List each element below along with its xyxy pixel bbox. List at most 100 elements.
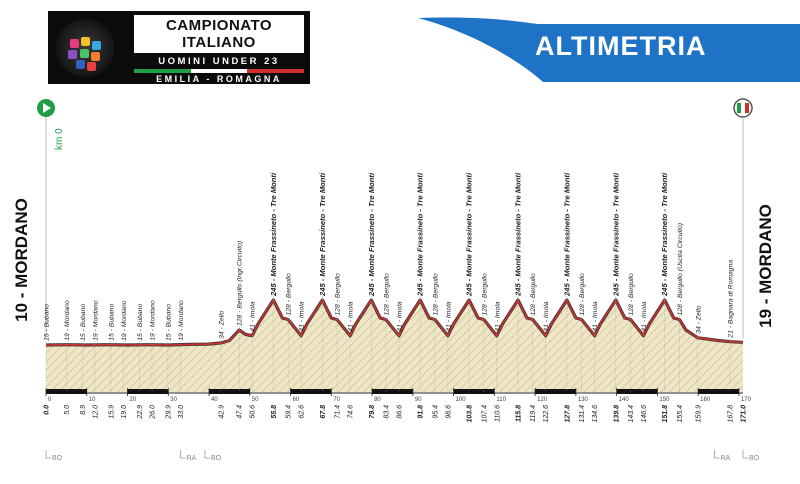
waypoint-km-label: 103.8: [467, 405, 474, 423]
waypoint-label: 245 - Monte Frassineto - Tre Monti: [269, 172, 278, 297]
km-scale-segment: [127, 389, 169, 394]
km-tick-label: 10: [89, 397, 96, 403]
start-icon: [37, 99, 55, 338]
waypoint-km-label: 22.9: [137, 405, 144, 420]
waypoint-label: 41 - Imola: [397, 301, 404, 331]
transit-marker: [742, 450, 748, 459]
logo-line3: UOMINI UNDER 23: [158, 56, 280, 67]
title-banner: [418, 17, 800, 83]
km-scale-segment: [616, 389, 658, 394]
waypoint-km-label: 143.4: [628, 405, 635, 423]
waypoint-label: 19 - Mordano: [150, 300, 157, 341]
waypoint-label: 245 - Monte Frassineto - Tre Monti: [514, 172, 523, 297]
km-tick-label: 160: [700, 397, 711, 403]
waypoint-label: 128 - Bergullo (Uscita Circuito): [677, 223, 684, 316]
waypoint-label: 128 - Bergullo: [335, 273, 342, 316]
waypoint-label: 21 - Bagnara di Romagna: [728, 260, 735, 339]
km-tick-label: 90: [415, 397, 422, 403]
waypoint-label: 34 - Zello: [218, 310, 225, 339]
waypoint-label: 41 - Imola: [445, 301, 452, 331]
waypoint-km-label: 15.9: [108, 405, 115, 419]
waypoint-label: 245 - Monte Frassineto - Tre Monti: [562, 172, 571, 297]
waypoint-label: 15 - Bubano: [44, 304, 51, 341]
waypoint-km-label: 47.4: [237, 405, 244, 419]
waypoint-label: 41 - Imola: [299, 301, 306, 331]
waypoint-km-label: 91.8: [418, 405, 425, 419]
waypoint-label: 128 - Bergullo: [530, 273, 537, 316]
km-tick-label: 80: [374, 397, 381, 403]
waypoint-label: 128 - Bergullo: [579, 273, 586, 316]
waypoint-label: 128 - Bergullo: [628, 273, 635, 316]
waypoint-label: 128 - Bergullo (Ingr.Circuito): [237, 241, 244, 326]
logo-line4: EMILIA - ROMAGNA: [156, 74, 282, 84]
transit-label: BO: [749, 455, 760, 462]
km-scale-segment: [290, 389, 332, 394]
transit-label: BO: [52, 455, 63, 462]
waypoint-km-label: 74.6: [348, 405, 355, 419]
waypoint-km-label: 71.4: [335, 405, 342, 419]
km-tick-label: 120: [537, 397, 548, 403]
km-tick-label: 50: [252, 397, 259, 403]
waypoint-km-label: 119.4: [530, 405, 537, 422]
waypoint-label: 41 - Imola: [592, 301, 599, 331]
waypoint-label: 128 - Bergullo: [383, 273, 390, 316]
waypoint-km-label: 55.8: [271, 405, 278, 419]
waypoint-label: 245 - Monte Frassineto - Tre Monti: [367, 172, 376, 297]
championship-logo: CAMPIONATO ITALIANO CICLISMO SU STRADA U…: [48, 11, 310, 84]
waypoint-km-label: 62.6: [299, 405, 306, 419]
waypoint-label: 15 - Bubano: [80, 304, 87, 341]
km-tick-label: 60: [293, 397, 300, 403]
waypoint-label: 245 - Monte Frassineto - Tre Monti: [660, 172, 669, 297]
waypoint-km-label: 134.6: [592, 405, 599, 423]
km-tick-label: 140: [619, 397, 630, 403]
km-tick-label: 170: [741, 397, 752, 403]
km0-label: km 0: [54, 128, 65, 150]
transit-marker: [714, 450, 720, 459]
km-tick-label: 150: [659, 397, 670, 403]
waypoint-km-label: 155.4: [677, 405, 684, 423]
transit-label: BO: [211, 455, 222, 462]
waypoint-km-label: 95.4: [432, 405, 439, 419]
transit-marker: [180, 450, 186, 459]
waypoint-label: 245 - Monte Frassineto - Tre Monti: [416, 172, 425, 297]
logo-flag-stripe: [134, 69, 305, 73]
waypoint-label: 41 - Imola: [250, 301, 257, 331]
waypoint-km-label: 86.6: [397, 405, 404, 419]
km-scale-segment: [535, 389, 576, 394]
transit-marker: [204, 450, 210, 459]
waypoint-km-label: 26.0: [150, 405, 157, 420]
waypoint-km-label: 131.4: [579, 405, 586, 423]
waypoint-km-label: 107.4: [481, 405, 488, 423]
transit-label: RA: [720, 455, 730, 462]
km-scale-segment: [372, 389, 413, 394]
waypoint-label: 15 - Bubano: [108, 304, 115, 341]
waypoint-km-label: 110.6: [494, 405, 501, 422]
transit-marker: [45, 450, 51, 459]
waypoint-label: 245 - Monte Frassineto - Tre Monti: [465, 172, 474, 297]
waypoint-km-label: 139.8: [613, 405, 620, 423]
waypoint-label: 128 - Bergullo: [481, 273, 488, 316]
km-scale-segment: [453, 389, 495, 394]
waypoint-km-label: 12.0: [92, 405, 99, 419]
km-scale-segment: [46, 389, 87, 394]
waypoint-label: 41 - Imola: [641, 301, 648, 331]
waypoint-label: 41 - Imola: [348, 301, 355, 331]
waypoint-label: 19 - Mordano: [178, 300, 185, 341]
waypoint-km-label: 98.6: [445, 405, 452, 419]
waypoint-km-label: 29.9: [165, 405, 172, 420]
waypoint-km-label: 151.8: [662, 405, 669, 423]
km-tick-label: 40: [211, 397, 218, 403]
logo-line1: CAMPIONATO ITALIANO: [165, 17, 273, 51]
logo-title-block: CAMPIONATO ITALIANO CICLISMO SU STRADA: [134, 15, 304, 63]
transit-label: RA: [187, 455, 197, 462]
waypoint-label: 245 - Monte Frassineto - Tre Monti: [318, 172, 327, 297]
waypoint-label: 128 - Bergullo: [432, 273, 439, 316]
waypoint-label: 19 - Mordano: [121, 300, 128, 341]
logo-emblem: [56, 19, 114, 77]
profile-line: [45, 299, 744, 346]
km-tick-label: 70: [333, 397, 340, 403]
km-scale-segment: [698, 389, 739, 394]
waypoint-km-label: 19.0: [121, 405, 128, 419]
waypoint-km-label: 146.6: [641, 405, 648, 423]
